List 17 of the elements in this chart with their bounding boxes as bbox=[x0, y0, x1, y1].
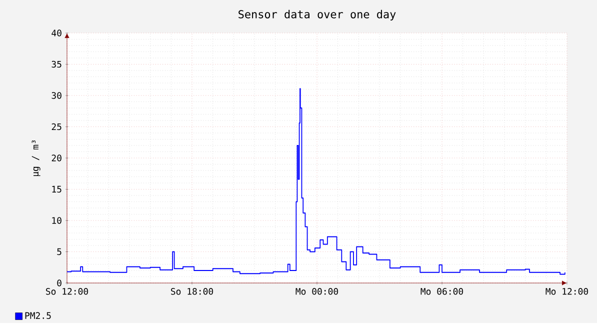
y-tick-label: 5 bbox=[57, 248, 62, 255]
y-tick-label: 0 bbox=[57, 279, 62, 286]
y-axis-title: µg / m³ bbox=[32, 140, 40, 176]
legend-label: PM2.5 bbox=[25, 312, 51, 319]
y-tick-label: 40 bbox=[52, 29, 62, 36]
chart-title: Sensor data over one day bbox=[238, 10, 396, 20]
y-tick-label: 35 bbox=[52, 60, 62, 68]
x-tick-label: So 12:00 bbox=[46, 288, 88, 295]
y-tick-label: 10 bbox=[52, 216, 62, 224]
x-tick-label: Mo 00:00 bbox=[296, 288, 338, 295]
x-tick-label: Mo 12:00 bbox=[546, 288, 588, 295]
y-tick-label: 15 bbox=[52, 186, 62, 192]
x-tick-label: So 18:00 bbox=[171, 288, 214, 295]
y-tick-label: 30 bbox=[52, 92, 62, 99]
y-tick-label: 25 bbox=[52, 123, 62, 130]
y-tick-label: 20 bbox=[52, 154, 62, 162]
x-tick-label: Mo 06:00 bbox=[420, 288, 464, 295]
